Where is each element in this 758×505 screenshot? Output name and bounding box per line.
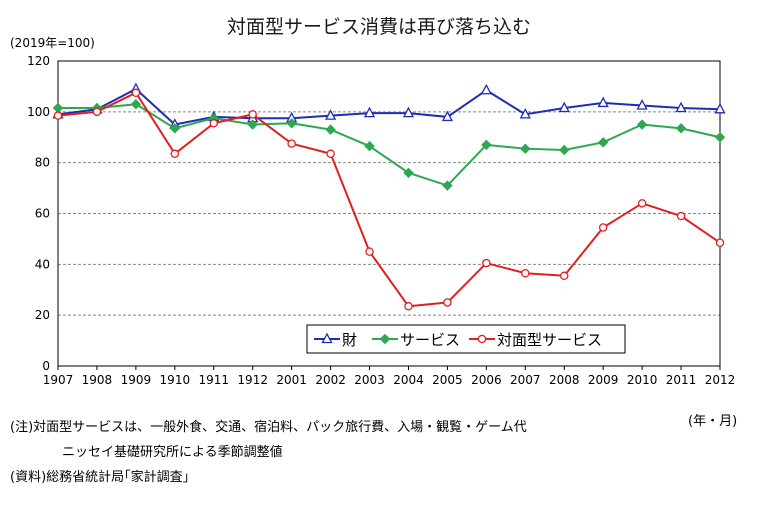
x-tick-label: 1912 xyxy=(237,373,268,387)
data-point-goods xyxy=(558,101,570,113)
note-line-1: (注)対面型サービスは、一般外食、交通、宿泊料、パック旅行費、入場・観覧・ゲーム… xyxy=(10,420,527,435)
data-point-goods xyxy=(441,110,453,122)
data-point-goods xyxy=(714,102,726,114)
data-point-face-to-face-services xyxy=(53,111,63,120)
series-line-goods xyxy=(57,87,721,126)
data-point-services xyxy=(559,144,570,156)
note-line-2: ニッセイ基礎研究所による季節調整値 xyxy=(62,445,283,460)
legend-label-face-to-face-services: 対面型サービス xyxy=(497,331,602,349)
data-point-face-to-face-services xyxy=(131,88,141,98)
data-point-face-to-face-services xyxy=(715,238,725,247)
data-point-face-to-face-services xyxy=(598,223,608,232)
data-point-face-to-face-services xyxy=(365,247,374,256)
x-tick-label: 2002 xyxy=(315,373,346,387)
x-tick-label: 1907 xyxy=(43,373,74,387)
x-tick-label: 2012 xyxy=(705,373,736,387)
x-tick-label: 2007 xyxy=(510,373,541,387)
y-tick-label: 0 xyxy=(42,359,50,373)
y-tick-label: 20 xyxy=(35,308,50,322)
y-tick-label: 80 xyxy=(35,156,50,170)
series-line-face-to-face-services xyxy=(57,91,721,308)
data-point-face-to-face-services xyxy=(287,139,296,148)
y-tick-label: 100 xyxy=(27,105,50,119)
data-point-services xyxy=(636,119,648,130)
data-point-services xyxy=(403,167,414,179)
legend-marker-face-to-face-services xyxy=(477,334,487,344)
x-tick-label: 2003 xyxy=(354,373,385,387)
data-point-services xyxy=(364,140,375,152)
data-point-goods xyxy=(675,101,687,113)
y-tick-label: 120 xyxy=(27,54,50,68)
y-tick-label: 40 xyxy=(35,257,50,271)
source-line: (資料)総務省統計局｢家計調査｣ xyxy=(10,470,190,485)
data-point-face-to-face-services xyxy=(404,302,413,311)
data-point-services xyxy=(169,123,181,134)
x-tick-label: 1908 xyxy=(82,373,113,387)
legend xyxy=(306,324,626,354)
data-point-services xyxy=(714,132,726,143)
x-tick-label: 1911 xyxy=(198,373,229,387)
plot-area xyxy=(57,60,721,367)
data-point-services xyxy=(675,123,687,134)
data-point-goods xyxy=(480,83,492,95)
x-tick-label: 2006 xyxy=(471,373,502,387)
legend-marker-services xyxy=(379,333,391,345)
data-point-services xyxy=(481,139,492,151)
y-tick-label: 60 xyxy=(35,207,50,221)
y-unit-label: (2019年=100) xyxy=(10,36,95,50)
data-point-services xyxy=(520,143,531,154)
x-tick-label: 2004 xyxy=(393,373,424,387)
data-point-goods xyxy=(519,107,531,119)
series-line-services xyxy=(58,103,721,187)
data-point-goods xyxy=(325,109,337,120)
data-point-face-to-face-services xyxy=(326,149,335,159)
data-point-face-to-face-services xyxy=(170,149,180,159)
data-point-services xyxy=(597,137,609,148)
x-tick-label: 2008 xyxy=(549,373,580,387)
data-point-face-to-face-services xyxy=(248,110,257,119)
data-point-face-to-face-services xyxy=(209,119,219,128)
x-unit-label: (年・月) xyxy=(688,414,738,429)
x-tick-label: 2005 xyxy=(432,373,463,387)
data-point-goods xyxy=(402,106,415,118)
data-point-services xyxy=(325,124,336,135)
legend-marker-goods xyxy=(321,332,333,344)
x-tick-label: 2010 xyxy=(627,373,658,387)
data-point-face-to-face-services xyxy=(676,211,686,221)
x-tick-label: 1909 xyxy=(121,373,152,387)
data-point-services xyxy=(130,99,142,110)
data-point-face-to-face-services xyxy=(637,199,647,208)
legend-label-services: サービス xyxy=(400,331,460,349)
data-point-services xyxy=(286,118,297,129)
x-tick-label: 2001 xyxy=(276,373,307,387)
x-tick-label: 2011 xyxy=(666,373,697,387)
x-tick-label: 1910 xyxy=(160,373,191,387)
data-point-face-to-face-services xyxy=(559,271,569,281)
data-point-face-to-face-services xyxy=(482,258,491,268)
data-point-face-to-face-services xyxy=(443,298,452,307)
legend-label-goods: 財 xyxy=(342,331,357,349)
data-point-goods xyxy=(636,99,648,110)
chart-title: 対面型サービス消費は再び落ち込む xyxy=(226,16,531,38)
data-point-face-to-face-services xyxy=(521,268,530,278)
data-point-face-to-face-services xyxy=(92,107,102,117)
data-point-services xyxy=(247,119,258,130)
data-point-goods xyxy=(363,106,376,118)
x-tick-label: 2009 xyxy=(588,373,619,387)
data-point-services xyxy=(442,180,453,191)
data-point-goods xyxy=(597,96,609,108)
data-point-services xyxy=(52,102,64,114)
